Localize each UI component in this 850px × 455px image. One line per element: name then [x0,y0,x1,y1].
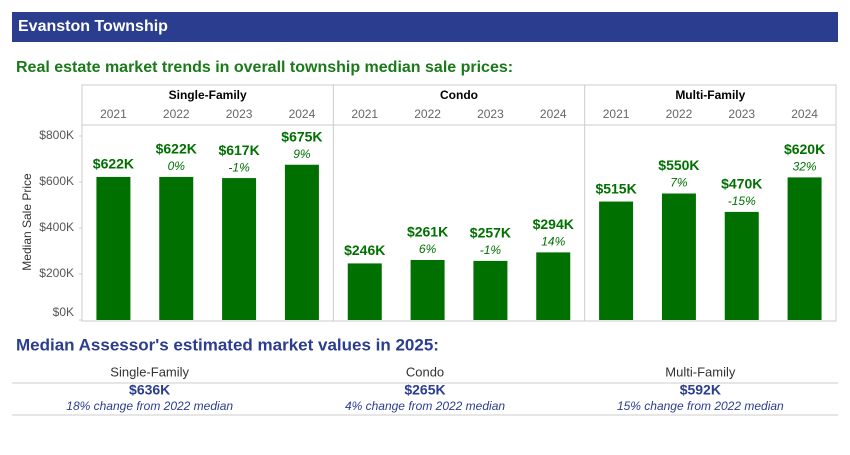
y-tick-label: $800K [39,128,74,142]
bar [347,263,382,320]
bar [96,176,131,320]
panel-title: Condo [440,88,478,102]
x-tick-label: 2024 [540,107,567,121]
bar [536,252,571,320]
x-tick-label: 2021 [351,107,378,121]
header-title: Evanston Township [18,18,168,35]
change-label: -1% [228,160,250,174]
value-label: $617K [218,142,259,158]
value-label: $622K [93,156,134,172]
header-bar [12,12,838,42]
value-label: $515K [595,180,636,196]
assessor-note: 18% change from 2022 median [66,399,233,413]
value-label: $261K [407,224,448,240]
assessor-title: Median Assessor's estimated market value… [16,335,439,354]
assessor-type: Single-Family [110,364,189,379]
assessor-value: $636K [129,382,170,398]
panel-title: Single-Family [169,88,247,102]
bar [724,211,759,320]
value-label: $294K [533,216,574,232]
assessor-value: $265K [404,382,445,398]
x-tick-label: 2023 [226,107,253,121]
value-label: $622K [156,141,197,157]
y-tick-label: $600K [39,174,74,188]
assessor-note: 15% change from 2022 median [617,399,784,413]
bar [159,176,194,320]
bar [599,201,634,320]
x-tick-label: 2024 [791,107,818,121]
change-label: 14% [541,235,565,249]
value-label: $257K [470,225,511,241]
x-tick-label: 2021 [100,107,127,121]
change-label: 7% [670,176,688,190]
y-tick-label: $400K [39,220,74,234]
x-tick-label: 2024 [289,107,316,121]
assessor-type: Condo [406,364,444,379]
bar [284,164,319,320]
x-tick-label: 2023 [477,107,504,121]
x-tick-label: 2023 [728,107,755,121]
panel-title: Multi-Family [675,88,745,102]
plot-frame [81,84,837,322]
value-label: $246K [344,242,385,258]
value-label: $675K [281,128,322,144]
bar [473,260,508,320]
value-label: $470K [721,176,762,192]
y-tick-label: $200K [39,266,74,280]
change-label: 0% [168,159,186,173]
assessor-type: Multi-Family [665,364,736,379]
y-tick-label: $0K [53,305,74,319]
change-label: 32% [793,160,817,174]
x-tick-label: 2021 [603,107,630,121]
change-label: -15% [728,194,756,208]
x-tick-label: 2022 [666,107,693,121]
bar [787,177,822,320]
change-label: 9% [293,147,311,161]
assessor-note: 4% change from 2022 median [345,399,505,413]
change-label: -1% [480,243,502,257]
bar [661,193,696,320]
assessor-value: $592K [680,382,721,398]
x-tick-label: 2022 [163,107,190,121]
value-label: $550K [658,157,699,173]
x-tick-label: 2022 [414,107,441,121]
change-label: 6% [419,242,437,256]
y-axis-label: Median Sale Price [20,173,34,271]
chart-title: Real estate market trends in overall tow… [16,59,513,76]
bar [410,259,445,320]
bar [222,178,257,320]
value-label: $620K [784,141,825,157]
